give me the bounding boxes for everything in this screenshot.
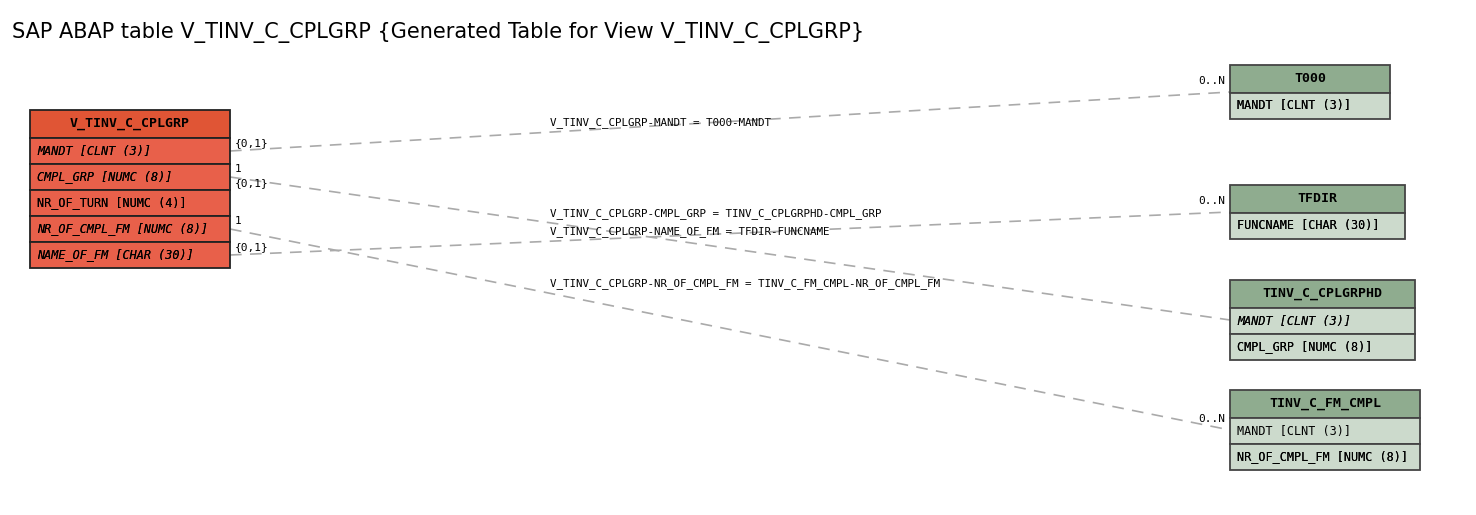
Text: MANDT [CLNT (3)]: MANDT [CLNT (3)]	[37, 145, 151, 158]
Text: NR_OF_CMPL_FM [NUMC (8)]: NR_OF_CMPL_FM [NUMC (8)]	[1237, 451, 1408, 464]
Bar	[1230, 185, 1405, 213]
Bar	[1230, 280, 1415, 308]
Text: {0,1}: {0,1}	[235, 178, 269, 188]
Text: V_TINV_C_CPLGRP-CMPL_GRP = TINV_C_CPLGRPHD-CMPL_GRP: V_TINV_C_CPLGRP-CMPL_GRP = TINV_C_CPLGRP…	[551, 208, 881, 219]
Bar	[30, 110, 230, 138]
Text: NR_OF_CMPL_FM [NUMC (8)]: NR_OF_CMPL_FM [NUMC (8)]	[1237, 451, 1408, 464]
Text: {0,1}: {0,1}	[235, 138, 269, 148]
Text: FUNCNAME [CHAR (30)]: FUNCNAME [CHAR (30)]	[1237, 219, 1380, 232]
Text: 0..N: 0..N	[1199, 196, 1225, 206]
Text: MANDT [CLNT (3)]: MANDT [CLNT (3)]	[1237, 424, 1351, 438]
Bar	[1230, 334, 1415, 360]
Text: 0..N: 0..N	[1199, 414, 1225, 424]
Bar	[1230, 65, 1390, 93]
Text: FUNCNAME [CHAR (30)]: FUNCNAME [CHAR (30)]	[1237, 219, 1380, 232]
Text: 1: 1	[235, 216, 242, 226]
Text: V_TINV_C_CPLGRP-NAME_OF_FM = TFDIR-FUNCNAME: V_TINV_C_CPLGRP-NAME_OF_FM = TFDIR-FUNCN…	[551, 226, 830, 237]
Text: NAME_OF_FM [CHAR (30)]: NAME_OF_FM [CHAR (30)]	[37, 249, 193, 262]
Text: V_TINV_C_CPLGRP-MANDT = T000-MANDT: V_TINV_C_CPLGRP-MANDT = T000-MANDT	[551, 117, 770, 128]
Bar	[30, 216, 230, 242]
Text: NR_OF_TURN [NUMC (4)]: NR_OF_TURN [NUMC (4)]	[37, 197, 186, 210]
Text: NAME_OF_FM [CHAR (30)]: NAME_OF_FM [CHAR (30)]	[37, 249, 193, 262]
Text: MANDT [CLNT (3)]: MANDT [CLNT (3)]	[1237, 99, 1351, 112]
Bar	[30, 164, 230, 190]
Bar	[30, 138, 230, 164]
Text: MANDT [CLNT (3)]: MANDT [CLNT (3)]	[1237, 99, 1351, 112]
Text: CMPL_GRP [NUMC (8)]: CMPL_GRP [NUMC (8)]	[37, 170, 173, 183]
Bar	[1230, 213, 1405, 239]
Text: MANDT [CLNT (3)]: MANDT [CLNT (3)]	[1237, 315, 1351, 328]
Text: NR_OF_TURN [NUMC (4)]: NR_OF_TURN [NUMC (4)]	[37, 197, 186, 210]
Text: {0,1}: {0,1}	[235, 242, 269, 252]
Bar	[30, 190, 230, 216]
Text: 0..N: 0..N	[1199, 76, 1225, 86]
Text: MANDT [CLNT (3)]: MANDT [CLNT (3)]	[37, 145, 151, 158]
Bar	[30, 242, 230, 268]
Text: TINV_C_FM_CMPL: TINV_C_FM_CMPL	[1269, 398, 1382, 410]
Text: 1: 1	[235, 164, 242, 174]
Text: T000: T000	[1294, 73, 1325, 85]
Text: TFDIR: TFDIR	[1297, 193, 1337, 205]
Text: V_TINV_C_CPLGRP: V_TINV_C_CPLGRP	[69, 117, 190, 130]
Bar	[1230, 418, 1420, 444]
Text: CMPL_GRP [NUMC (8)]: CMPL_GRP [NUMC (8)]	[1237, 340, 1373, 353]
Text: NR_OF_CMPL_FM [NUMC (8)]: NR_OF_CMPL_FM [NUMC (8)]	[37, 222, 208, 235]
Bar	[1230, 308, 1415, 334]
Bar	[1230, 93, 1390, 119]
Text: MANDT [CLNT (3)]: MANDT [CLNT (3)]	[1237, 315, 1351, 328]
Text: V_TINV_C_CPLGRP-NR_OF_CMPL_FM = TINV_C_FM_CMPL-NR_OF_CMPL_FM: V_TINV_C_CPLGRP-NR_OF_CMPL_FM = TINV_C_F…	[551, 279, 940, 289]
Bar	[1230, 444, 1420, 470]
Text: SAP ABAP table V_TINV_C_CPLGRP {Generated Table for View V_TINV_C_CPLGRP}: SAP ABAP table V_TINV_C_CPLGRP {Generate…	[12, 22, 863, 43]
Text: NR_OF_CMPL_FM [NUMC (8)]: NR_OF_CMPL_FM [NUMC (8)]	[37, 222, 208, 235]
Text: CMPL_GRP [NUMC (8)]: CMPL_GRP [NUMC (8)]	[37, 170, 173, 183]
Text: CMPL_GRP [NUMC (8)]: CMPL_GRP [NUMC (8)]	[1237, 340, 1373, 353]
Bar	[1230, 390, 1420, 418]
Text: TINV_C_CPLGRPHD: TINV_C_CPLGRPHD	[1262, 287, 1383, 300]
